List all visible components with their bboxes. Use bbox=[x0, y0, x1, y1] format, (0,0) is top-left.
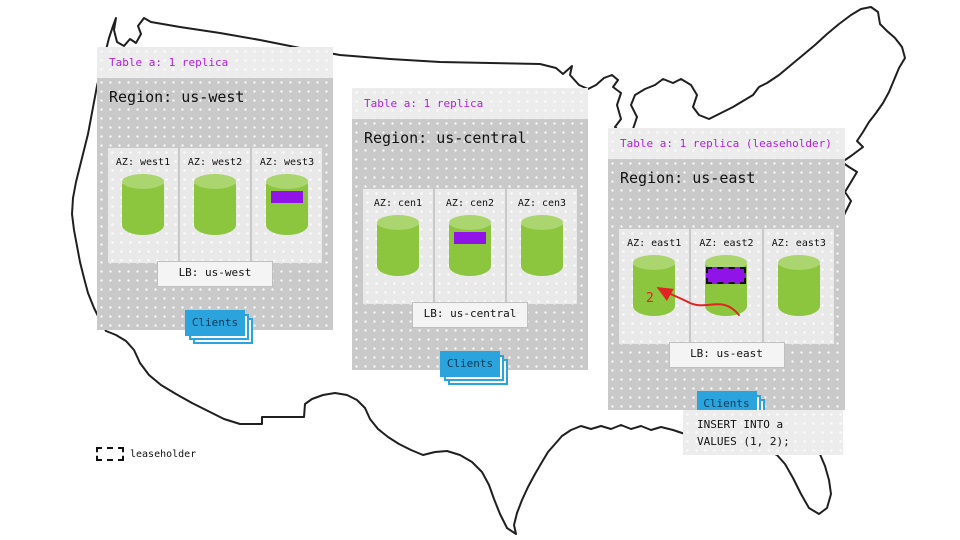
replica-range-block bbox=[454, 232, 486, 244]
az-label: AZ: cen2 bbox=[445, 198, 495, 209]
replica-range-block bbox=[271, 191, 303, 203]
region-body: Region: us-west AZ: west1 AZ: west2 AZ: … bbox=[97, 78, 333, 336]
legend-label: leaseholder bbox=[130, 448, 197, 460]
load-balancer-box: LB: us-west bbox=[157, 261, 273, 287]
db-cylinder-icon bbox=[521, 215, 563, 276]
sql-line: VALUES (1, 2); bbox=[697, 435, 790, 448]
table-replica-header: Table a: 1 replica bbox=[97, 47, 333, 78]
az-column-cen3: AZ: cen3 bbox=[507, 189, 577, 304]
region-body: Region: us-central AZ: cen1 AZ: cen2 AZ:… bbox=[352, 119, 588, 377]
sql-line: INSERT INTO a bbox=[697, 418, 784, 431]
sql-insert-note: INSERT INTO a VALUES (1, 2); bbox=[683, 410, 843, 455]
az-label: AZ: west1 bbox=[115, 157, 171, 168]
az-column-east2: AZ: east2 bbox=[691, 229, 762, 344]
db-cylinder-icon bbox=[777, 255, 820, 316]
az-label: AZ: cen3 bbox=[517, 198, 567, 209]
db-cylinder-icon bbox=[705, 255, 748, 316]
load-balancer-box: LB: us-central bbox=[412, 302, 528, 328]
az-column-cen1: AZ: cen1 bbox=[363, 189, 433, 304]
clients-button: Clients bbox=[185, 310, 245, 336]
az-label: AZ: east3 bbox=[771, 238, 826, 249]
az-column-east3: AZ: east3 bbox=[763, 229, 834, 344]
az-label: AZ: east2 bbox=[699, 238, 754, 249]
db-cylinder-icon bbox=[449, 215, 491, 276]
region-panel-us-west: Table a: 1 replica Region: us-west AZ: w… bbox=[97, 47, 333, 336]
az-label: AZ: west3 bbox=[259, 157, 315, 168]
leaseholder-range-block bbox=[706, 267, 747, 284]
region-title: Region: us-west bbox=[109, 88, 245, 106]
region-body: Region: us-east AZ: east1 AZ: east2 AZ: … bbox=[608, 159, 845, 417]
table-replica-leaseholder-header: Table a: 1 replica (leaseholder) bbox=[608, 128, 845, 159]
db-cylinder-icon bbox=[377, 215, 419, 276]
db-cylinder-icon bbox=[194, 174, 236, 235]
az-label: AZ: east1 bbox=[627, 238, 682, 249]
region-panel-us-east: Table a: 1 replica (leaseholder) Region:… bbox=[608, 128, 845, 417]
az-column-west2: AZ: west2 bbox=[180, 148, 250, 263]
az-row: AZ: cen1 AZ: cen2 AZ: cen3 bbox=[363, 189, 577, 304]
leaseholder-swatch-icon bbox=[96, 447, 124, 461]
az-column-west3: AZ: west3 bbox=[252, 148, 322, 263]
db-cylinder-icon bbox=[122, 174, 164, 235]
az-row: AZ: east1 AZ: east2 AZ: east3 bbox=[619, 229, 834, 344]
az-row: AZ: west1 AZ: west2 AZ: west3 bbox=[108, 148, 322, 263]
load-balancer-box: LB: us-east bbox=[668, 342, 785, 368]
db-cylinder-icon bbox=[266, 174, 308, 235]
az-column-cen2: AZ: cen2 bbox=[435, 189, 505, 304]
az-column-east1: AZ: east1 bbox=[619, 229, 690, 344]
region-title: Region: us-east bbox=[620, 169, 756, 187]
clients-button: Clients bbox=[440, 351, 500, 377]
leaseholder-legend: leaseholder bbox=[96, 447, 196, 461]
az-label: AZ: cen1 bbox=[373, 198, 423, 209]
region-title: Region: us-central bbox=[364, 129, 527, 147]
az-column-west1: AZ: west1 bbox=[108, 148, 178, 263]
az-label: AZ: west2 bbox=[187, 157, 243, 168]
region-panel-us-central: Table a: 1 replica Region: us-central AZ… bbox=[352, 88, 588, 377]
table-replica-header: Table a: 1 replica bbox=[352, 88, 588, 119]
db-cylinder-icon bbox=[633, 255, 676, 316]
